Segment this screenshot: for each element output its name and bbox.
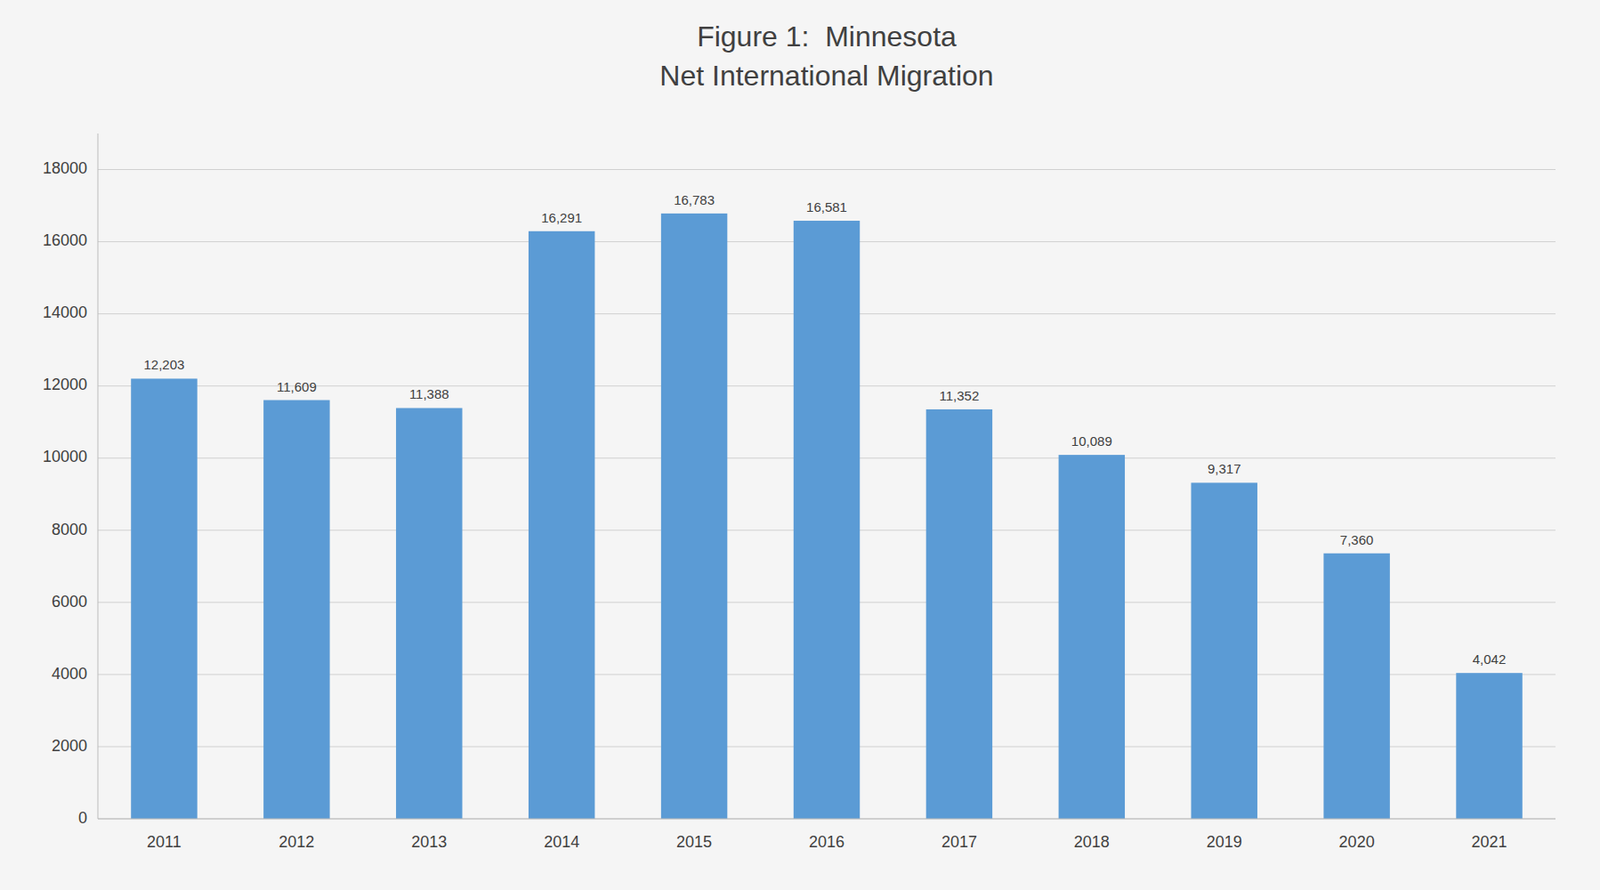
y-ticks: 0 2000 4000 6000 8000 10000 12000 14000 16000 180… bbox=[42, 159, 88, 826]
data-label: 9,317 bbox=[1207, 460, 1242, 477]
data-label: 7,360 bbox=[1340, 532, 1374, 548]
y-tick-label: 12000 bbox=[42, 375, 88, 394]
y-tick-label: 18000 bbox=[42, 159, 88, 178]
y-tick-label: 8000 bbox=[51, 520, 88, 539]
bar bbox=[1191, 482, 1258, 819]
chart: 0 2000 4000 6000 8000 10000 12000 14000 16000 180… bbox=[0, 0, 1600, 890]
y-tick-label: 4000 bbox=[51, 664, 88, 683]
x-tick-label: 2021 bbox=[1471, 832, 1508, 851]
title: Figure 1: MinnesotaNet International Mig… bbox=[659, 20, 994, 92]
data-label: 11,609 bbox=[276, 379, 317, 395]
data-label: 11,388 bbox=[409, 386, 450, 402]
x-tick-label: 2012 bbox=[278, 832, 315, 851]
x-tick-label: 2020 bbox=[1339, 832, 1375, 851]
x-axis-line bbox=[97, 818, 1556, 820]
x-ticks: 2011 2012 2013 2014 2015 2016 2017 2018 2019 2020… bbox=[146, 832, 1507, 851]
grid-line bbox=[97, 169, 1556, 170]
x-tick-label: 2014 bbox=[543, 832, 580, 851]
data-label: 4,042 bbox=[1472, 651, 1507, 667]
bar bbox=[926, 409, 993, 819]
bar bbox=[1323, 553, 1390, 819]
data-label: 12,203 bbox=[144, 356, 186, 372]
x-tick-label: 2017 bbox=[941, 832, 978, 851]
x-tick-label: 2019 bbox=[1206, 832, 1243, 851]
x-tick-label: 2016 bbox=[808, 832, 845, 851]
data-labels: 12,203 11,609 11,388 16,291 16,783 16,581 11,3… bbox=[144, 192, 1507, 667]
x-tick-label: 2015 bbox=[676, 832, 712, 851]
bar bbox=[793, 220, 860, 819]
bar bbox=[130, 378, 197, 819]
y-axis-line bbox=[97, 133, 99, 819]
x-tick-label: 2013 bbox=[411, 832, 447, 851]
x-tick-label: 2011 bbox=[146, 832, 182, 851]
data-label: 16,291 bbox=[541, 210, 582, 226]
bar bbox=[263, 400, 330, 819]
x-tick-label: 2018 bbox=[1074, 832, 1110, 851]
background bbox=[0, 0, 1600, 890]
y-tick-label: 14000 bbox=[42, 303, 88, 322]
data-label: 16,783 bbox=[673, 192, 715, 208]
data-label: 16,581 bbox=[806, 199, 848, 215]
y-tick-label: 6000 bbox=[51, 592, 88, 611]
bar bbox=[395, 407, 462, 819]
y-tick-label: 2000 bbox=[51, 736, 88, 755]
data-label: 10,089 bbox=[1071, 433, 1113, 449]
bar bbox=[1455, 672, 1522, 819]
bar bbox=[661, 213, 728, 819]
grid bbox=[97, 169, 1556, 819]
bar bbox=[528, 231, 595, 819]
grid-line bbox=[97, 818, 1556, 820]
y-tick-label: 0 bbox=[78, 808, 88, 827]
bars bbox=[130, 213, 1523, 819]
data-label: 11,352 bbox=[939, 387, 980, 404]
y-tick-label: 10000 bbox=[42, 447, 88, 466]
y-tick-label: 16000 bbox=[42, 231, 88, 250]
bar bbox=[1058, 454, 1125, 819]
